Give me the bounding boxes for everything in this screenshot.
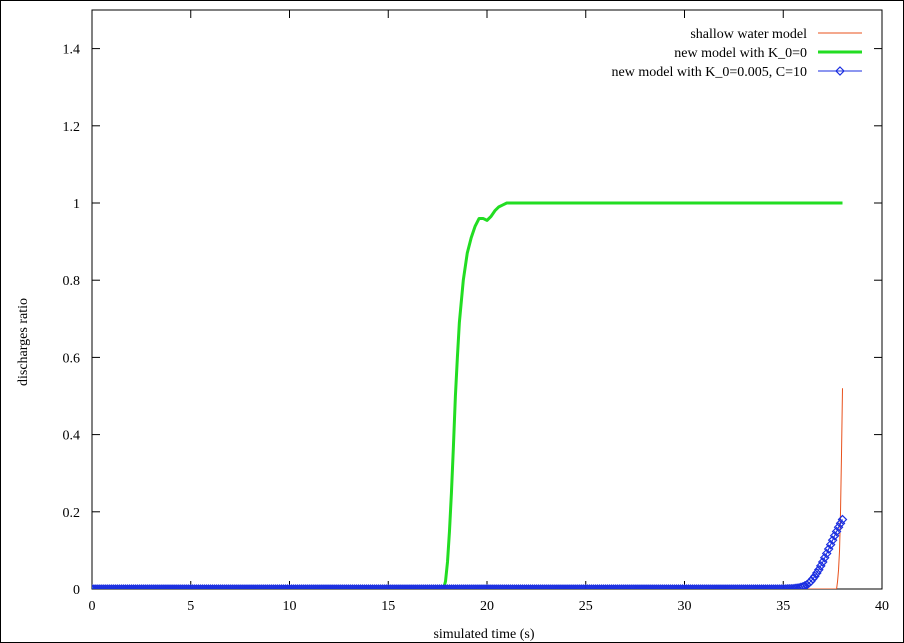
data-point — [810, 571, 820, 582]
plot-frame — [91, 9, 883, 590]
y-tick-label: 0.8 — [63, 274, 81, 289]
x-tick-label: 15 — [381, 599, 395, 614]
data-point — [800, 580, 810, 589]
y-tick-label: 0 — [73, 583, 80, 598]
series-2 — [92, 201, 843, 589]
y-tick-label: 1 — [73, 197, 80, 212]
y-tick-label: 0.2 — [63, 506, 81, 521]
series-line — [92, 201, 843, 589]
data-point — [837, 514, 848, 525]
legend-label: new model with K_0=0.005, C=10 — [612, 65, 807, 80]
y-tick-label: 0.6 — [63, 351, 81, 366]
y-tick-label: 1.4 — [63, 43, 81, 58]
data-point — [811, 568, 822, 578]
x-tick-label: 25 — [579, 599, 593, 614]
y-axis-label: discharges ratio — [16, 298, 31, 386]
x-tick-label: 30 — [678, 599, 692, 614]
data-point — [798, 581, 808, 589]
series-3 — [92, 514, 848, 589]
series-line — [92, 519, 843, 589]
x-axis-label: simulated time (s) — [433, 627, 534, 642]
legend-label: shallow water model — [690, 27, 807, 42]
series-line — [92, 388, 843, 589]
x-tick-label: 5 — [187, 599, 194, 614]
x-tick-label: 10 — [283, 599, 297, 614]
data-point — [806, 576, 816, 587]
legend-label: new model with K_0=0 — [674, 46, 807, 61]
x-tick-label: 20 — [480, 599, 494, 614]
x-tick-label: 40 — [875, 599, 889, 614]
data-point — [808, 573, 818, 584]
x-tick-label: 0 — [89, 599, 96, 614]
series-1 — [92, 388, 843, 589]
y-tick-label: 1.2 — [63, 120, 81, 135]
x-tick-label: 35 — [776, 599, 790, 614]
y-tick-label: 0.4 — [63, 429, 81, 444]
legend-marker — [835, 66, 845, 76]
